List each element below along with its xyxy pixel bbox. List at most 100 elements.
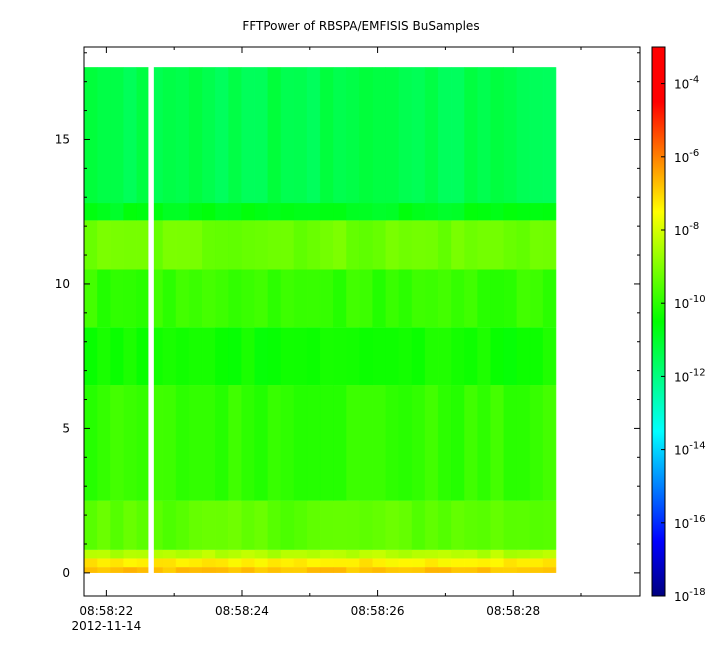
power-cell: [267, 385, 282, 501]
y-tick-label: 10: [55, 277, 70, 291]
power-cell: [149, 558, 164, 568]
power-cell: [175, 67, 190, 204]
power-cell: [529, 203, 544, 221]
power-cell: [215, 567, 229, 573]
power-cell: [411, 549, 426, 559]
power-cell: [175, 558, 190, 568]
power-cell: [228, 558, 242, 568]
power-cell: [411, 500, 426, 550]
power-cell: [503, 220, 518, 270]
power-cell: [424, 67, 439, 204]
power-cell: [267, 558, 282, 568]
power-cell: [215, 327, 229, 386]
power-cell: [477, 203, 491, 221]
power-cell: [516, 203, 531, 221]
power-cell: [254, 203, 269, 221]
power-cell: [188, 327, 203, 386]
power-cell: [201, 203, 216, 221]
power-cell: [215, 558, 229, 568]
power-cell: [372, 203, 387, 221]
power-cell: [319, 567, 334, 573]
power-cell: [359, 203, 373, 221]
power-cell: [490, 220, 504, 270]
power-cell: [516, 549, 531, 559]
colorbar-tick-label: 10-16: [674, 514, 706, 531]
power-cell: [97, 327, 111, 386]
colorbar-tick-label: 10-8: [674, 221, 699, 238]
power-cell: [293, 567, 308, 573]
power-cell: [464, 327, 478, 386]
power-cell: [333, 67, 347, 204]
power-cell: [306, 500, 321, 550]
power-cell: [477, 220, 491, 270]
power-cell: [280, 220, 295, 270]
power-cell: [333, 549, 347, 559]
power-cell: [188, 220, 203, 270]
power-cell: [110, 549, 124, 559]
power-cell: [464, 67, 478, 204]
y-tick-label: 5: [62, 421, 70, 435]
power-cell: [346, 567, 360, 573]
power-cell: [503, 500, 518, 550]
power-cell: [97, 385, 111, 501]
power-cell: [267, 567, 282, 573]
power-cell: [175, 220, 190, 270]
power-cell: [451, 220, 465, 270]
power-cell: [372, 549, 387, 559]
power-cell: [228, 567, 242, 573]
power-cell: [464, 269, 478, 328]
power-cell: [241, 567, 255, 573]
power-cell: [175, 500, 190, 550]
power-cell: [464, 203, 478, 221]
power-cell: [451, 558, 465, 568]
power-cell: [398, 220, 413, 270]
plot-frame: [83, 46, 641, 597]
power-cell: [201, 269, 216, 328]
power-cell: [254, 220, 269, 270]
colorbar-tick-label: 10-6: [674, 148, 699, 165]
power-cell: [201, 385, 216, 501]
power-cell: [228, 220, 242, 270]
power-cell: [490, 500, 504, 550]
power-cell: [84, 327, 98, 386]
power-cell: [280, 327, 295, 386]
power-cell: [149, 567, 164, 573]
power-cell: [437, 500, 452, 550]
power-cell: [162, 549, 177, 559]
power-cell: [372, 67, 387, 204]
power-cell: [385, 549, 400, 559]
power-cell: [372, 500, 387, 550]
power-cell: [201, 500, 216, 550]
colorbar-tick-label: 10-4: [674, 75, 699, 92]
power-cell: [110, 220, 124, 270]
power-cell: [424, 567, 439, 573]
power-cell: [319, 67, 334, 204]
power-cell: [84, 67, 98, 204]
power-cell: [254, 500, 269, 550]
x-date-label: 2012-11-14: [72, 619, 142, 633]
power-cell: [228, 385, 242, 501]
power-cell: [464, 385, 478, 501]
power-cell: [228, 549, 242, 559]
power-cell: [293, 549, 308, 559]
power-cell: [136, 220, 151, 270]
power-cell: [359, 500, 373, 550]
power-cell: [372, 558, 387, 568]
power-cell: [333, 269, 347, 328]
power-cell: [385, 220, 400, 270]
power-cell: [529, 269, 544, 328]
power-cell: [346, 203, 360, 221]
power-cell: [293, 385, 308, 501]
power-cell: [97, 558, 111, 568]
power-cell: [437, 269, 452, 328]
power-cell: [215, 500, 229, 550]
power-cell: [254, 327, 269, 386]
power-cell: [503, 567, 518, 573]
power-cell: [359, 220, 373, 270]
power-cell: [241, 67, 255, 204]
power-cell: [267, 67, 282, 204]
power-cell: [123, 203, 137, 221]
power-cell: [503, 385, 518, 501]
power-cell: [188, 500, 203, 550]
power-cell: [306, 67, 321, 204]
